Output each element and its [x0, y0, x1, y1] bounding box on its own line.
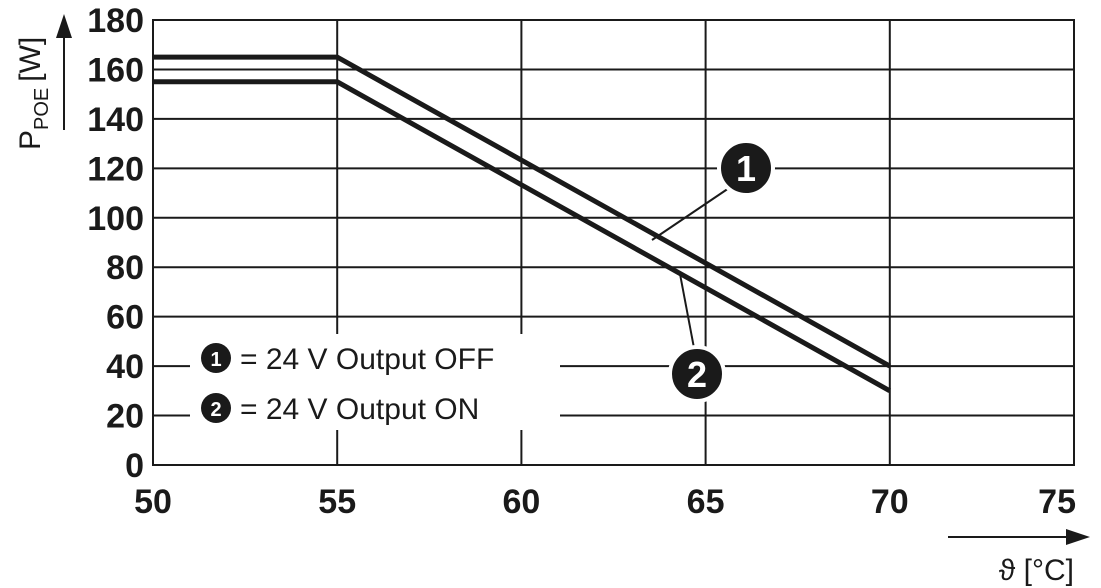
legend-marker-1-number: 1 — [210, 349, 221, 371]
x-tick-label: 75 — [1038, 483, 1076, 521]
y-axis-label-unit: [W] — [14, 37, 47, 82]
callout-2: 2 — [668, 273, 726, 403]
legend-label-2: = 24 V Output ON — [240, 393, 479, 426]
x-tick-label: 55 — [318, 483, 356, 521]
y-axis-label: PPOE [W] — [14, 37, 53, 150]
y-tick-label: 100 — [87, 200, 144, 238]
y-axis-label-sub: POE — [31, 88, 53, 130]
y-tick-label: 180 — [87, 2, 144, 40]
callout-1-number: 1 — [736, 148, 756, 189]
series-line-1 — [153, 54, 892, 369]
x-tick-label: 50 — [134, 483, 172, 521]
y-tick-label: 160 — [87, 51, 144, 89]
callout-2-leader — [679, 273, 695, 349]
y-tick-label: 120 — [87, 150, 144, 188]
series-lines — [153, 54, 892, 394]
legend-background — [190, 334, 560, 430]
callout-1: 1 — [651, 139, 775, 241]
callout-2-badge-icon — [668, 345, 726, 403]
y-axis-arrow-icon — [56, 14, 72, 38]
x-tick-label: 65 — [687, 483, 725, 521]
legend-marker-1-icon — [201, 343, 231, 373]
series-line-2 — [153, 79, 892, 394]
y-tick-label: 20 — [106, 398, 144, 436]
y-tick-label: 40 — [106, 348, 144, 386]
plot-frame — [152, 19, 1075, 466]
legend-item-2: 2 = 24 V Output ON — [201, 393, 479, 426]
callout-1-badge-icon — [717, 139, 775, 197]
y-tick-label: 140 — [87, 101, 144, 139]
y-tick-label: 80 — [106, 249, 144, 287]
y-axis-label-group: PPOE [W] — [14, 14, 72, 150]
legend-marker-2-icon — [201, 393, 231, 423]
y-axis-label-main: P — [14, 130, 47, 150]
x-tick-label: 70 — [871, 483, 909, 521]
legend: 1 = 24 V Output OFF 2 = 24 V Output ON — [190, 334, 560, 430]
x-tick-label: 60 — [502, 483, 540, 521]
callout-2-number: 2 — [687, 354, 707, 395]
x-axis-label-group: ϑ [°C] — [948, 529, 1090, 587]
legend-label-1: = 24 V Output OFF — [240, 343, 494, 376]
callout-1-leader — [651, 185, 733, 241]
y-tick-label: 0 — [125, 447, 144, 485]
x-axis-label: ϑ [°C] — [999, 554, 1074, 587]
x-axis-arrow-icon — [1066, 529, 1090, 545]
legend-item-1: 1 = 24 V Output OFF — [201, 343, 494, 376]
y-tick-label: 60 — [106, 299, 144, 337]
y-tick-labels: 0 20 40 60 80 100 120 140 160 180 — [87, 2, 144, 485]
x-tick-labels: 50 55 60 65 70 75 — [134, 483, 1076, 521]
legend-marker-2-number: 2 — [210, 399, 221, 421]
